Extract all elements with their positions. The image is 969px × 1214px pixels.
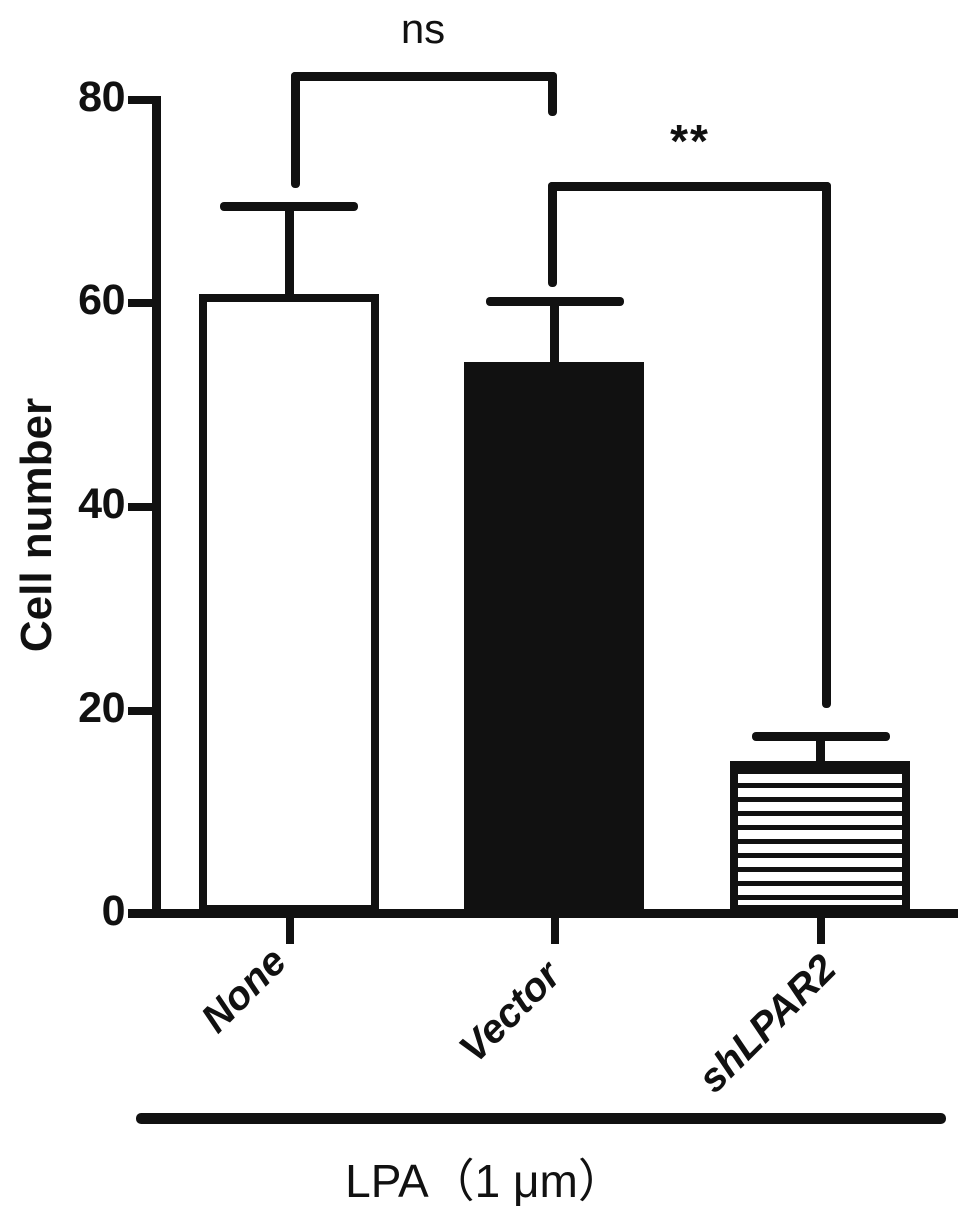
sig-bracket-stars-top [548, 182, 831, 191]
x-axis-line [128, 909, 958, 918]
x-tick-vector [551, 918, 559, 944]
y-axis-title: Cell number [12, 397, 61, 653]
y-tick-60 [128, 299, 154, 307]
sig-label-ns: ns [400, 5, 446, 52]
group-caption: LPA（1 μm） [345, 1155, 624, 1207]
error-cap-none [220, 202, 358, 211]
x-tick-label-vector: Vector [451, 953, 570, 1072]
x-tick-none [286, 918, 294, 944]
y-tick-label-80: 80 [78, 73, 125, 121]
sig-bracket-ns-top [291, 72, 557, 81]
x-tick-shlpar2 [817, 918, 825, 944]
bar-shlpar2 [730, 761, 910, 913]
error-cap-vector [486, 297, 624, 306]
y-tick-20 [128, 707, 154, 715]
y-tick-40 [128, 503, 154, 511]
error-cap-shlpar2 [752, 732, 890, 741]
x-tick-label-none: None [193, 939, 295, 1042]
bar-vector [464, 362, 644, 913]
bar-none [199, 294, 379, 913]
x-tick-label-shlpar2: shLPAR2 [690, 946, 845, 1102]
error-stem-shlpar2 [816, 733, 825, 765]
error-stem-vector [550, 298, 559, 366]
y-tick-label-0: 0 [101, 887, 126, 935]
y-axis-line [152, 96, 161, 918]
sig-bracket-ns-right-leg [548, 72, 557, 116]
group-rule [136, 1113, 946, 1124]
sig-bracket-stars-left-leg [548, 182, 557, 287]
sig-label-stars: ** [670, 115, 710, 167]
error-stem-none [285, 203, 294, 298]
y-tick-label-20: 20 [78, 684, 125, 732]
sig-bracket-ns-left-leg [291, 72, 300, 188]
y-tick-80 [128, 96, 154, 104]
y-tick-label-40: 40 [78, 480, 125, 528]
y-tick-label-60: 60 [78, 276, 125, 324]
sig-bracket-stars-right-leg [822, 182, 831, 708]
